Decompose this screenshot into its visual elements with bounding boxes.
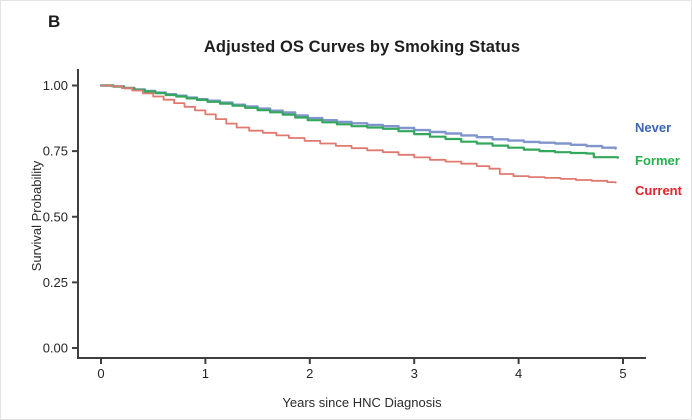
x-axis-title: Years since HNC Diagnosis bbox=[282, 395, 442, 410]
curve-former bbox=[99, 84, 619, 159]
y-tick-label: 0.75 bbox=[43, 144, 68, 159]
y-tick-label: 0.25 bbox=[43, 275, 68, 290]
y-tick-label: 0.00 bbox=[43, 341, 68, 356]
chart-title: Adjusted OS Curves by Smoking Status bbox=[203, 38, 521, 56]
y-tick-label: 0.50 bbox=[43, 209, 68, 224]
x-tick-label: 1 bbox=[202, 366, 209, 381]
curve-current bbox=[100, 84, 617, 184]
y-axis-title: Survival Probability bbox=[29, 160, 44, 272]
legend-label-current: Current bbox=[635, 183, 682, 198]
x-tick-label: 5 bbox=[619, 366, 626, 381]
x-tick-label: 2 bbox=[306, 366, 313, 381]
curve-never bbox=[99, 84, 617, 150]
x-tick-label: 3 bbox=[411, 366, 418, 381]
legend-label-never: Never bbox=[635, 120, 672, 135]
x-tick-label: 4 bbox=[515, 366, 522, 381]
y-tick-label: 1.00 bbox=[43, 78, 68, 93]
x-tick-label: 0 bbox=[97, 366, 104, 381]
legend-label-former: Former bbox=[635, 153, 680, 168]
panel-label: B bbox=[48, 12, 61, 31]
